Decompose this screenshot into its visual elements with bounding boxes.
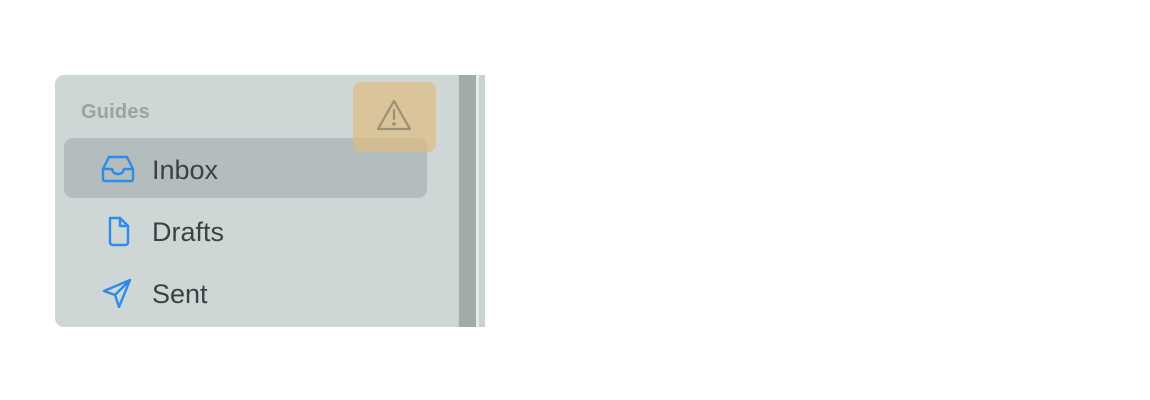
warning-badge[interactable] [353,82,436,152]
sidebar-item-label: Inbox [152,155,219,185]
sidebar-item-label: Drafts [152,217,225,247]
document-icon [100,215,136,247]
scrollbar-thumb[interactable] [459,75,476,327]
sidebar-item-sent[interactable]: Sent [64,262,427,322]
sidebar: Guides Inbox Drafts Sent [55,75,485,327]
sidebar-item-drafts[interactable]: Drafts [64,200,427,260]
inbox-tray-icon [100,153,136,185]
paper-plane-icon [100,277,136,309]
warning-triangle-icon [376,99,412,131]
sidebar-item-label: Sent [152,279,208,309]
sidebar-divider [476,75,479,327]
section-title: Guides [81,101,150,123]
